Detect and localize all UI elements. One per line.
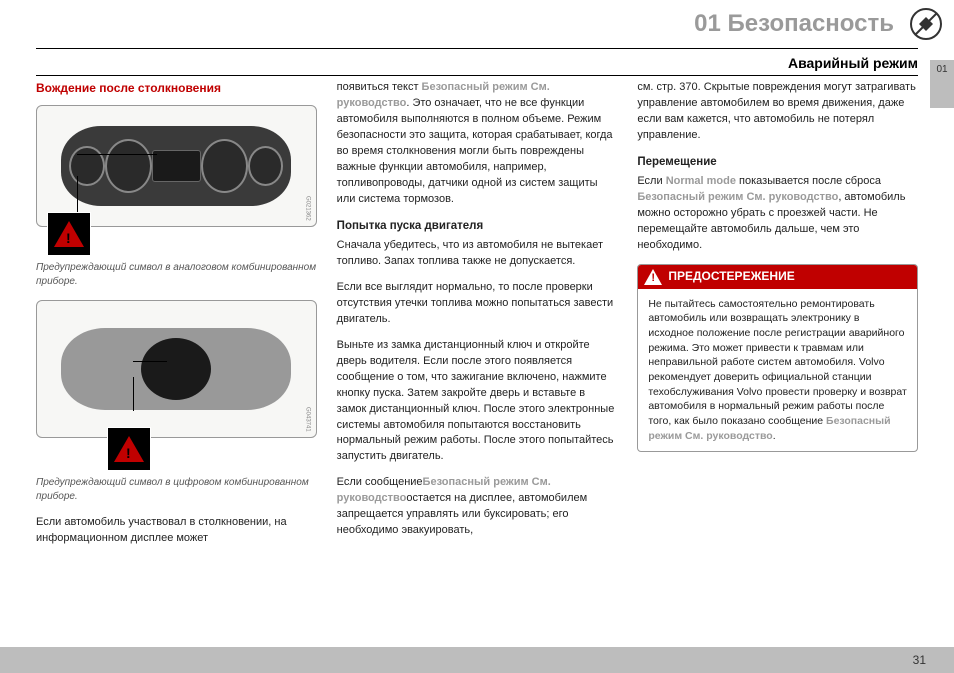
figure-analog-dashboard: G021362	[36, 105, 317, 227]
col3-p2: Если Normal mode показывается после сбро…	[637, 174, 918, 254]
text: Не пытайтесь самостоятельно ремонтироват…	[648, 298, 906, 428]
analog-dashboard-graphic	[61, 126, 291, 206]
digital-dashboard-graphic	[61, 328, 291, 410]
col2-p4: Выньте из замка дистанционный ключ и отк…	[337, 338, 618, 466]
page-header: 01 Безопасность	[0, 0, 954, 48]
warning-body: Не пытайтесь самостоятельно ремонтироват…	[638, 289, 917, 452]
column-3: см. стр. 370. Скрытые повреждения могут …	[637, 80, 918, 636]
text: Если сообщение	[337, 476, 423, 488]
warning-header: ПРЕДОСТЕРЕЖЕНИЕ	[638, 265, 917, 288]
mode-text: Normal mode	[666, 175, 736, 187]
figure1-caption: Предупреждающий символ в аналоговом комб…	[36, 261, 317, 288]
page-number: 31	[913, 653, 926, 667]
column-1: Вождение после столкновения G021362 Пред…	[36, 80, 317, 636]
col2-p2: Сначала убедитесь, что из автомобиля не …	[337, 238, 618, 270]
col1-heading: Вождение после столкновения	[36, 80, 317, 97]
mode-text: Безопасный режим См. руководство	[637, 191, 838, 203]
chapter-title: 01 Безопасность	[694, 10, 894, 38]
text: Если	[637, 175, 665, 187]
page-footer: 31	[0, 647, 954, 673]
col3-p1: см. стр. 370. Скрытые повреждения могут …	[637, 80, 918, 144]
col3-subheading: Перемещение	[637, 154, 918, 171]
content-area: Вождение после столкновения G021362 Пред…	[0, 76, 954, 636]
figure-code: G021362	[303, 196, 312, 221]
col1-paragraph: Если автомобиль участвовал в столкновени…	[36, 515, 317, 547]
figure-code: G043741	[303, 407, 312, 432]
text: показывается после сброса	[736, 175, 881, 187]
figure2-caption: Предупреждающий символ в цифровом комбин…	[36, 476, 317, 503]
text: появиться текст	[337, 81, 422, 93]
warning-box: ПРЕДОСТЕРЕЖЕНИЕ Не пытайтесь самостоятел…	[637, 264, 918, 452]
section-title: Аварийный режим	[0, 49, 954, 75]
warning-title: ПРЕДОСТЕРЕЖЕНИЕ	[668, 268, 794, 285]
warning-icon	[644, 269, 662, 285]
col2-subheading: Попытка пуска двигателя	[337, 218, 618, 235]
figure-digital-dashboard: G043741	[36, 300, 317, 438]
text: . Это означает, что не все функции автом…	[337, 97, 613, 205]
col2-p1: появиться текст Безопасный режим См. рук…	[337, 80, 618, 208]
col2-p3: Если все выглядит нормально, то после пр…	[337, 280, 618, 328]
side-tab: 01	[930, 60, 954, 108]
warning-triangle-icon	[47, 212, 91, 256]
warning-triangle-icon	[107, 427, 151, 471]
col2-p5: Если сообщениеБезопасный режим См. руков…	[337, 475, 618, 539]
no-modification-icon	[910, 8, 942, 40]
column-2: появиться текст Безопасный режим См. рук…	[337, 80, 618, 636]
text: .	[773, 430, 776, 442]
